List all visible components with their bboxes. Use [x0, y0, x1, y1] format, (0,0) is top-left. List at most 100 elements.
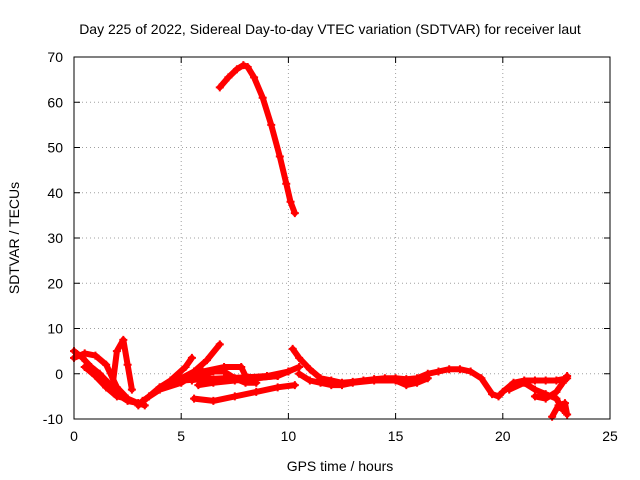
- data-point: [402, 381, 411, 390]
- data-point: [80, 362, 89, 371]
- data-point: [112, 347, 121, 356]
- data-point: [252, 387, 261, 396]
- series-early-4: [108, 335, 136, 394]
- data-point: [232, 65, 241, 74]
- data-point: [530, 376, 539, 385]
- y-tick-label: 70: [47, 49, 63, 65]
- data-point: [563, 410, 572, 419]
- data-point: [237, 362, 246, 371]
- data-point: [215, 340, 224, 349]
- data-point: [194, 381, 203, 390]
- series-high-arc: [215, 61, 299, 218]
- data-point: [554, 401, 563, 410]
- y-tick-label: 20: [47, 275, 63, 291]
- x-axis-label: GPS time / hours: [287, 458, 394, 474]
- data-point: [108, 381, 117, 390]
- x-tick-label: 5: [177, 428, 185, 444]
- y-tick-label: 50: [47, 140, 63, 156]
- series-line: [178, 341, 223, 382]
- series-layer: [70, 61, 572, 421]
- data-point: [488, 390, 497, 399]
- data-point: [391, 376, 400, 385]
- data-point: [530, 385, 539, 394]
- x-tick-label: 20: [495, 428, 511, 444]
- series-mid-5: [187, 367, 261, 387]
- data-point: [273, 383, 282, 392]
- data-point: [520, 378, 529, 387]
- y-tick-label: 40: [47, 185, 63, 201]
- data-point: [190, 394, 199, 403]
- data-point: [102, 383, 111, 392]
- y-tick-label: 10: [47, 321, 63, 337]
- data-point: [305, 365, 314, 374]
- data-point: [91, 372, 100, 381]
- data-point: [190, 367, 199, 376]
- data-point: [558, 378, 567, 387]
- series-line: [506, 379, 566, 413]
- series-mid-4: [177, 340, 224, 383]
- data-point: [243, 62, 252, 71]
- data-point: [338, 381, 346, 390]
- data-point: [290, 209, 299, 218]
- data-point: [466, 367, 475, 376]
- data-point: [138, 396, 147, 405]
- data-point: [239, 61, 248, 70]
- data-point: [434, 367, 443, 376]
- series-early-3: [80, 362, 132, 403]
- data-point: [91, 351, 100, 360]
- data-point: [187, 353, 196, 362]
- series-mid-6: [194, 372, 282, 390]
- data-point: [177, 374, 186, 383]
- data-point: [102, 360, 111, 369]
- data-point: [477, 374, 486, 383]
- data-point: [215, 83, 224, 92]
- data-point: [123, 394, 132, 403]
- data-point: [127, 385, 136, 394]
- grid-layer: [74, 57, 610, 419]
- data-point: [316, 378, 325, 387]
- data-point: [370, 376, 379, 385]
- data-point: [560, 399, 569, 408]
- series-late-3: [548, 399, 572, 421]
- data-point: [282, 179, 291, 188]
- tick-layer: 0 5 10 15 20 25 -10 0 10 20 30 40 50 60 70: [43, 49, 618, 444]
- series-line: [289, 345, 571, 400]
- data-point: [258, 93, 267, 102]
- data-point: [290, 381, 299, 390]
- data-point: [209, 396, 218, 405]
- data-point: [505, 385, 514, 394]
- data-point: [423, 374, 432, 383]
- y-tick-label: 60: [47, 94, 63, 110]
- data-point: [295, 369, 304, 378]
- data-point: [563, 372, 572, 381]
- data-point: [348, 378, 357, 387]
- data-point: [220, 367, 229, 376]
- data-point: [288, 344, 297, 353]
- data-point: [78, 353, 87, 362]
- series-line: [549, 400, 571, 420]
- data-point: [250, 73, 259, 82]
- x-tick-label: 25: [602, 428, 618, 444]
- data-point: [209, 378, 218, 387]
- data-point: [166, 376, 175, 385]
- data-point: [494, 392, 503, 401]
- data-point: [295, 353, 304, 362]
- series-main-2: [295, 369, 432, 390]
- data-point: [252, 374, 261, 383]
- y-tick-label: -10: [43, 411, 63, 427]
- data-point: [230, 392, 239, 401]
- x-tick-label: 10: [281, 428, 297, 444]
- series-late-2: [530, 372, 572, 403]
- data-point: [552, 376, 561, 385]
- data-point: [541, 394, 550, 403]
- data-point: [286, 197, 295, 206]
- y-tick-label: 0: [55, 366, 63, 382]
- series-lower: [190, 381, 299, 405]
- data-point: [327, 381, 336, 390]
- series-line: [156, 354, 195, 391]
- data-point: [413, 378, 422, 387]
- chart-title: Day 225 of 2022, Sidereal Day-to-day VTE…: [79, 21, 581, 37]
- data-point: [541, 376, 550, 385]
- data-point: [181, 362, 190, 371]
